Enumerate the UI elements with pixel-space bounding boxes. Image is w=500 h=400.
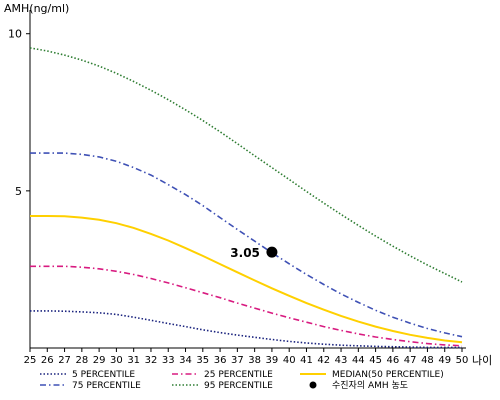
x-tick-label: 37 — [231, 355, 244, 366]
x-tick-label: 50 — [456, 355, 469, 366]
x-tick-label: 32 — [145, 355, 158, 366]
patient-amh-value: 3.05 — [230, 246, 260, 260]
x-tick-label: 38 — [248, 355, 261, 366]
legend-label: 75 PERCENTILE — [72, 381, 141, 391]
series-lines — [29, 47, 463, 349]
x-tick-label: 45 — [369, 355, 382, 366]
x-tick-label: 36 — [214, 355, 227, 366]
y-tick-label: 5 — [15, 185, 22, 198]
x-tick-label: 43 — [335, 355, 348, 366]
patient-marker-layer: 3.05 — [230, 246, 278, 260]
x-tick-label: 26 — [41, 355, 54, 366]
legend-label: MEDIAN(50 PERCENTILE) — [332, 370, 444, 380]
x-axis-label: 나이 — [472, 354, 492, 367]
x-tick-label: 34 — [179, 355, 192, 366]
series-line-5-percentile — [30, 310, 462, 349]
x-tick-label: 29 — [93, 355, 106, 366]
x-tick-label: 48 — [421, 355, 434, 366]
legend-marker-label: 수진자의 AMH 농도 — [332, 380, 408, 391]
x-tick-label: 47 — [404, 355, 417, 366]
x-tick-label: 49 — [438, 355, 451, 366]
legend-marker-swatch — [309, 381, 317, 389]
x-tick-label: 33 — [162, 355, 175, 366]
x-tick-label: 42 — [317, 355, 330, 366]
x-tick-label: 25 — [24, 355, 37, 366]
y-tick-label: 10 — [8, 28, 22, 41]
x-tick-label: 40 — [283, 355, 296, 366]
legend-label: 25 PERCENTILE — [204, 370, 273, 380]
x-tick-label: 39 — [266, 355, 279, 366]
x-tick-label: 30 — [110, 355, 123, 366]
patient-amh-point — [266, 246, 278, 258]
x-tick-label: 27 — [58, 355, 71, 366]
series-line-95-percentile — [29, 47, 463, 283]
x-tick-label: 46 — [387, 355, 400, 366]
y-axis-label: AMH(ng/ml) — [4, 2, 69, 15]
x-tick-label: 31 — [127, 355, 140, 366]
series-line-25-percentile — [30, 265, 463, 347]
series-line-median-50-percentile- — [30, 215, 463, 344]
legend: 5 PERCENTILE 25 PERCENTILE MEDIAN(50 PERCE… — [40, 370, 444, 391]
x-tick-label: 28 — [75, 355, 88, 366]
legend-label: 5 PERCENTILE — [72, 370, 135, 380]
axes: AMH(ng/ml) 5 10 25 26 27 28 29 30 31 32 33 34 35 36 37 3… — [4, 2, 492, 367]
series-line-75-percentile — [30, 152, 463, 338]
x-tick-label: 35 — [196, 355, 209, 366]
x-tick-label: 41 — [300, 355, 313, 366]
legend-label: 95 PERCENTILE — [204, 381, 273, 391]
x-tick-label: 44 — [352, 355, 365, 366]
